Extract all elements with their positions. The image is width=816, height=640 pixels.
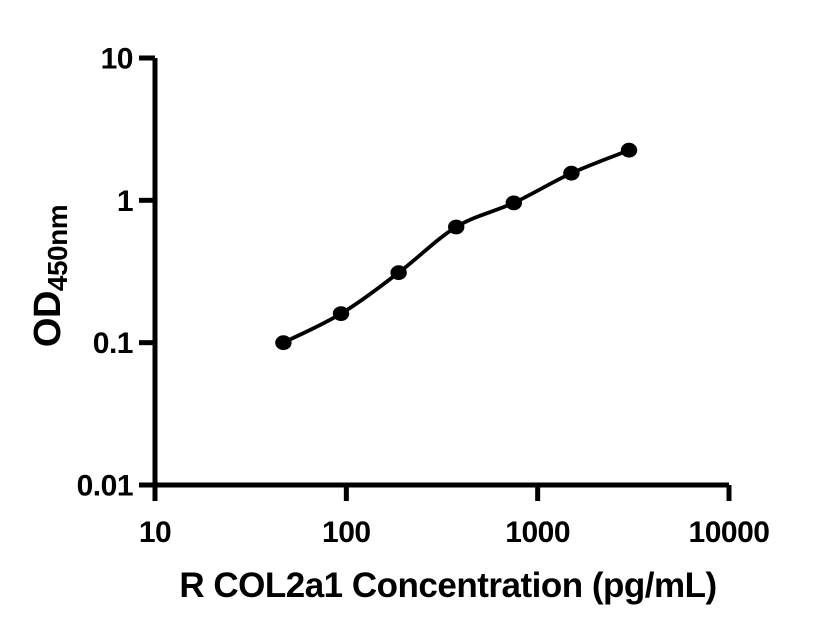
x-axis-tick-label: 10 [139, 516, 171, 549]
data-point-3 [448, 219, 465, 235]
y-axis-tick-label: 0.01 [77, 470, 133, 503]
y-axis-title: OD450nm [27, 205, 73, 347]
y-axis-tick-label: 10 [101, 43, 133, 76]
data-point-5 [563, 165, 580, 181]
data-point-2 [390, 265, 407, 281]
y-axis-title-main: OD [27, 291, 69, 347]
y-axis-tick-label: 1 [117, 185, 133, 218]
x-axis-tick-label: 1000 [505, 516, 570, 549]
data-point-6 [620, 142, 638, 158]
y-axis-tick-label: 0.1 [93, 327, 133, 360]
x-axis-title: R COL2a1 Concentration (pg/mL) [179, 566, 716, 605]
x-axis-tick-label: 100 [322, 516, 371, 549]
y-axis-title-subscript: 450nm [42, 205, 73, 291]
data-point-0 [275, 335, 292, 351]
data-point-1 [332, 306, 350, 321]
x-axis-tick-label: 10000 [689, 516, 770, 549]
data-point-4 [505, 195, 522, 211]
